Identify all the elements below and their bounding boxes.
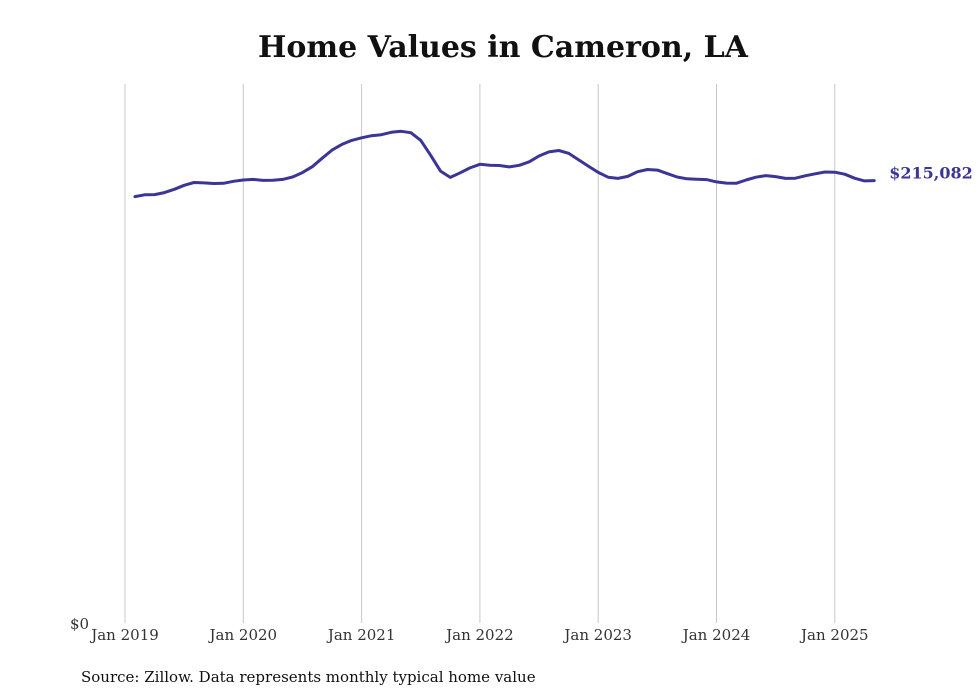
x-gridlines xyxy=(124,84,836,623)
x-tick-label: Jan 2022 xyxy=(444,626,514,644)
x-tick-label: Jan 2019 xyxy=(89,626,159,644)
line-chart: Jan 2019 Jan 2020 Jan 2021 Jan 2022 Jan 2023… xyxy=(70,84,973,644)
x-axis-tick-labels: Jan 2019 Jan 2020 Jan 2021 Jan 2022 Jan 2023… xyxy=(89,626,868,644)
home-value-series-line xyxy=(133,129,876,199)
y-axis-tick-label: $0 xyxy=(70,615,89,633)
x-tick-label: Jan 2025 xyxy=(799,626,869,644)
x-tick-label: Jan 2023 xyxy=(562,626,632,644)
source-note: Source: Zillow. Data represents monthly … xyxy=(81,668,536,686)
chart-title: Home Values in Cameron, LA xyxy=(258,30,748,65)
x-tick-label: Jan 2021 xyxy=(326,626,396,644)
latest-value-label: $215,082 xyxy=(889,164,973,183)
x-tick-label: Jan 2020 xyxy=(208,626,278,644)
x-tick-label: Jan 2024 xyxy=(681,626,751,644)
